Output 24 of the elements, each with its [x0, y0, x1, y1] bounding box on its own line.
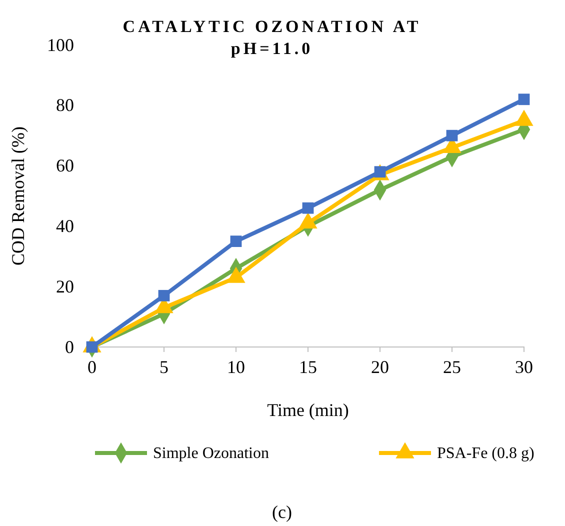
- y-tick-label: 40: [56, 216, 74, 236]
- point: [230, 236, 242, 247]
- x-axis-title: Time (min): [267, 400, 349, 420]
- y-tick-label: 0: [65, 336, 74, 357]
- legend-label: Simple Ozonation: [153, 445, 269, 462]
- y-tick-label: 80: [56, 95, 74, 116]
- y-tick-label: 60: [56, 156, 74, 176]
- x-tick-label: 0: [88, 356, 96, 377]
- x-tick-label: 25: [443, 356, 461, 377]
- y-tick-label: 100: [47, 34, 74, 55]
- x-tick-label: 10: [227, 356, 245, 377]
- point: [158, 290, 170, 302]
- x-tick-label: 15: [299, 356, 317, 377]
- chart-title: CATALYTIC OZONATION AT pH=11.0: [122, 17, 422, 58]
- y-axis-title: COD Removal (%): [8, 126, 28, 266]
- x-tick-label: 30: [515, 356, 533, 377]
- legend-label: PSA-Fe (0.8 g): [436, 445, 534, 462]
- point: [302, 202, 314, 214]
- x-tick-label: 5: [160, 356, 168, 377]
- x-tick-label: 20: [371, 356, 389, 377]
- y-tick-label: 20: [56, 276, 74, 296]
- point: [518, 94, 530, 106]
- point: [446, 130, 458, 142]
- text: (c): [272, 502, 292, 522]
